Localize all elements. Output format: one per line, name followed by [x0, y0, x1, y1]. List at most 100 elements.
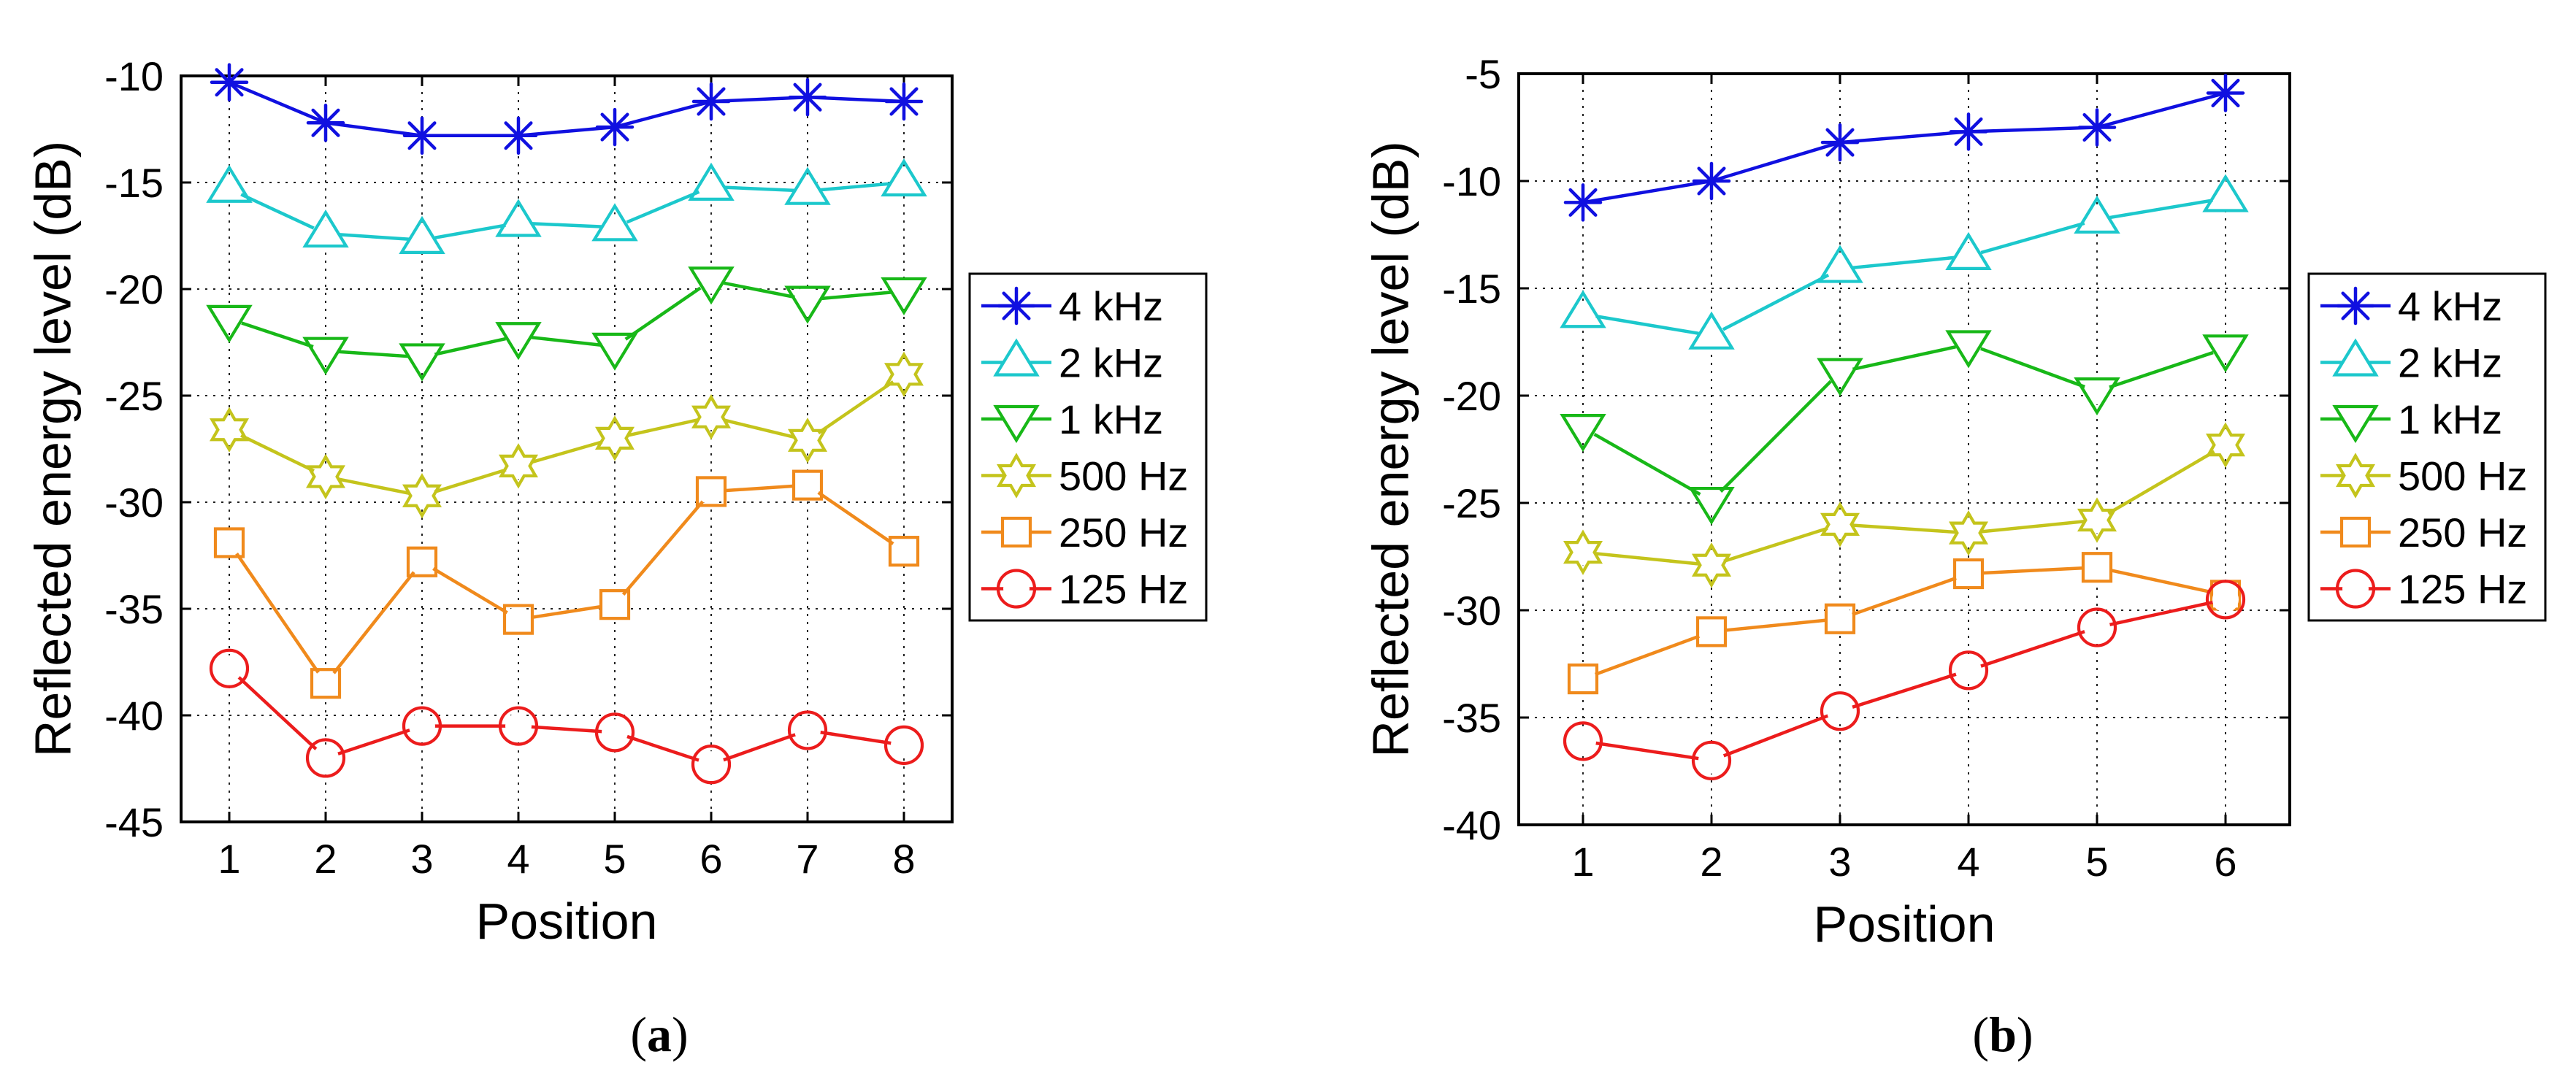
marker-backdrop: [1698, 747, 1725, 774]
plot-area-frame: [180, 74, 954, 823]
data-point: [1817, 358, 1863, 396]
y-tick-label: -35: [1442, 695, 1501, 741]
data-point: [881, 277, 927, 315]
marker-backdrop: [505, 323, 532, 350]
marker-backdrop: [1827, 698, 1853, 725]
marker-backdrop: [1955, 561, 1982, 588]
marker-backdrop: [313, 337, 339, 364]
marker-backdrop: [891, 361, 917, 388]
x-axis-label: Position: [1813, 896, 1995, 953]
x-tick-label: 1: [1571, 839, 1594, 885]
data-point: [2081, 552, 2113, 583]
legend-label: 500 Hz: [2398, 453, 2527, 499]
data-point: [399, 343, 445, 382]
y-tick-label: -20: [1442, 373, 1501, 419]
x-axis-label: Position: [475, 893, 657, 950]
marker-backdrop: [216, 416, 242, 443]
x-tick-label: 5: [2085, 839, 2108, 885]
marker-backdrop: [2342, 406, 2369, 432]
data-point: [691, 82, 731, 121]
data-point: [1695, 616, 1728, 647]
data-point: [209, 407, 250, 453]
marker-backdrop: [2212, 335, 2239, 362]
y-tick-label: -30: [1442, 588, 1501, 634]
x-tick-label: 4: [1957, 839, 1979, 885]
legend-marker: [997, 286, 1036, 326]
marker-backdrop: [2212, 185, 2239, 212]
legend-marker: [2335, 569, 2376, 609]
marker-backdrop: [2084, 206, 2110, 233]
legend-label: 500 Hz: [1059, 453, 1188, 499]
data-point: [1563, 529, 1603, 575]
legend-marker: [996, 453, 1037, 499]
data-point: [2074, 377, 2120, 416]
marker-backdrop: [602, 214, 628, 241]
data-point: [1560, 290, 1606, 328]
marker-backdrop: [409, 712, 435, 739]
data-point: [1691, 542, 1732, 588]
data-point: [1688, 311, 1735, 350]
data-point: [306, 103, 345, 142]
legend-label: 4 kHz: [1059, 283, 1163, 329]
data-point: [688, 162, 735, 201]
marker-backdrop: [698, 267, 724, 294]
x-tick-label: 8: [892, 836, 915, 882]
data-point: [210, 63, 249, 102]
x-tick-label: 3: [410, 836, 433, 882]
legend: 4 kHz 2 kHz 1 kHz 500 Hz 250 Hz 125 Hz: [2307, 272, 2547, 622]
series-125-hz: [1563, 580, 2246, 780]
data-point: [1948, 510, 1989, 556]
series-1-khz: [206, 266, 927, 382]
data-point: [1691, 740, 1732, 780]
series-line: [228, 483, 905, 685]
data-point: [1563, 183, 1603, 222]
marker-backdrop: [313, 220, 339, 247]
legend-label: 125 Hz: [1059, 566, 1188, 612]
marker-backdrop: [216, 655, 242, 682]
marker-backdrop: [2212, 431, 2239, 458]
marker-backdrop: [216, 305, 242, 332]
marker-backdrop: [1003, 406, 1030, 432]
legend-frame: [2307, 272, 2547, 622]
marker-backdrop: [409, 226, 435, 253]
marker-backdrop: [1003, 575, 1030, 602]
marker-backdrop: [505, 712, 532, 739]
y-tick-label: -20: [104, 266, 164, 312]
legend-marker: [2332, 404, 2379, 444]
plot-area-frame: [1517, 72, 2291, 826]
marker-backdrop: [602, 425, 628, 452]
marker-backdrop: [216, 529, 242, 556]
legend-label: 125 Hz: [2398, 566, 2527, 612]
data-point: [495, 199, 542, 237]
legend-marker: [2336, 286, 2375, 326]
marker-backdrop: [1570, 728, 1596, 755]
data-point: [1563, 721, 1603, 761]
marker-backdrop: [2084, 378, 2110, 405]
y-tick-label: -40: [1442, 802, 1501, 848]
series-line: [1582, 598, 2226, 763]
series-2-khz: [206, 158, 927, 254]
data-point: [213, 527, 245, 558]
marker-backdrop: [602, 333, 628, 360]
y-tick-label: -25: [1442, 480, 1501, 526]
legend-label: 1 kHz: [2398, 396, 2502, 442]
series-line: [229, 180, 905, 242]
marker-backdrop: [2342, 462, 2369, 489]
data-point: [305, 453, 346, 500]
marker-backdrop: [1955, 331, 1982, 358]
legend-label: 250 Hz: [1059, 510, 1188, 555]
data-point: [406, 546, 438, 577]
marker-backdrop: [1698, 322, 1725, 349]
series-500-hz: [1563, 422, 2246, 588]
series-1-khz: [1560, 330, 2249, 526]
data-point: [594, 415, 635, 461]
x-tick-label: 2: [1700, 839, 1722, 885]
x-tick-label: 7: [796, 836, 819, 882]
marker-backdrop: [216, 175, 242, 202]
data-point: [310, 668, 342, 699]
legend-label: 4 kHz: [2398, 283, 2502, 329]
marker-backdrop: [602, 591, 628, 618]
marker-backdrop: [505, 209, 532, 237]
